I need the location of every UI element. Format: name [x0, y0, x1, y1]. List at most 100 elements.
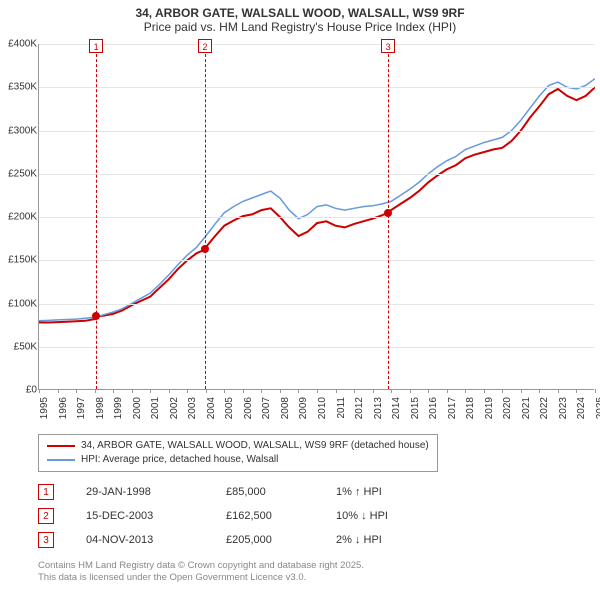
x-tick-label: 2007	[261, 397, 272, 427]
y-gridline	[39, 260, 594, 261]
x-tick-mark	[465, 389, 466, 393]
x-tick-mark	[391, 389, 392, 393]
plot-region: £0£50K£100K£150K£200K£250K£300K£350K£400…	[38, 44, 594, 390]
y-tick-label: £150K	[1, 255, 37, 266]
x-tick-mark	[76, 389, 77, 393]
marker-dot	[201, 245, 209, 253]
x-tick-label: 2011	[336, 397, 347, 427]
marker-dot	[384, 209, 392, 217]
x-tick-label: 2005	[224, 397, 235, 427]
x-tick-label: 2017	[447, 397, 458, 427]
marker-label: 3	[381, 39, 395, 53]
x-tick-mark	[224, 389, 225, 393]
x-tick-label: 2006	[243, 397, 254, 427]
y-tick-label: £400K	[1, 39, 37, 50]
y-gridline	[39, 44, 594, 45]
x-tick-label: 2004	[206, 397, 217, 427]
footer-line1: Contains HM Land Registry data © Crown c…	[38, 560, 364, 572]
x-tick-label: 2024	[576, 397, 587, 427]
x-tick-mark	[39, 389, 40, 393]
x-tick-label: 2003	[187, 397, 198, 427]
x-tick-label: 2012	[354, 397, 365, 427]
x-tick-mark	[317, 389, 318, 393]
x-tick-label: 2001	[150, 397, 161, 427]
x-tick-mark	[521, 389, 522, 393]
sales-marker: 1	[38, 484, 54, 500]
sales-hpi: 2% ↓ HPI	[336, 534, 446, 546]
sales-date: 15-DEC-2003	[86, 510, 226, 522]
x-tick-mark	[95, 389, 96, 393]
chart-container: 34, ARBOR GATE, WALSALL WOOD, WALSALL, W…	[0, 0, 600, 590]
x-tick-label: 2009	[298, 397, 309, 427]
x-tick-mark	[58, 389, 59, 393]
x-tick-label: 2020	[502, 397, 513, 427]
sales-date: 29-JAN-1998	[86, 486, 226, 498]
marker-dot	[92, 312, 100, 320]
x-tick-label: 2023	[558, 397, 569, 427]
title-block: 34, ARBOR GATE, WALSALL WOOD, WALSALL, W…	[0, 0, 600, 36]
series-line-property	[39, 87, 595, 322]
y-gridline	[39, 87, 594, 88]
x-tick-label: 1996	[58, 397, 69, 427]
x-tick-label: 1995	[39, 397, 50, 427]
y-tick-label: £350K	[1, 82, 37, 93]
marker-label: 1	[89, 39, 103, 53]
x-tick-mark	[354, 389, 355, 393]
y-gridline	[39, 131, 594, 132]
x-tick-label: 2016	[428, 397, 439, 427]
x-tick-label: 2002	[169, 397, 180, 427]
x-tick-label: 2014	[391, 397, 402, 427]
legend-swatch	[47, 459, 75, 461]
y-gridline	[39, 347, 594, 348]
x-tick-label: 2021	[521, 397, 532, 427]
x-tick-label: 2010	[317, 397, 328, 427]
sales-price: £85,000	[226, 486, 336, 498]
legend: 34, ARBOR GATE, WALSALL WOOD, WALSALL, W…	[38, 434, 438, 472]
x-tick-mark	[261, 389, 262, 393]
sales-price: £162,500	[226, 510, 336, 522]
legend-label: 34, ARBOR GATE, WALSALL WOOD, WALSALL, W…	[81, 439, 429, 453]
marker-label: 2	[198, 39, 212, 53]
legend-swatch	[47, 445, 75, 447]
y-tick-label: £250K	[1, 168, 37, 179]
chart-area: £0£50K£100K£150K£200K£250K£300K£350K£400…	[38, 44, 594, 390]
sales-marker: 3	[38, 532, 54, 548]
y-gridline	[39, 174, 594, 175]
x-tick-label: 1999	[113, 397, 124, 427]
y-tick-label: £100K	[1, 298, 37, 309]
sales-row: 304-NOV-2013£205,0002% ↓ HPI	[38, 528, 446, 552]
sales-hpi: 1% ↑ HPI	[336, 486, 446, 498]
footer-attribution: Contains HM Land Registry data © Crown c…	[38, 560, 364, 584]
x-tick-mark	[113, 389, 114, 393]
x-tick-mark	[169, 389, 170, 393]
x-tick-mark	[187, 389, 188, 393]
sales-table: 1 29-JAN-1998£85,0001% ↑ HPI 2 15-DEC-2003£…	[38, 480, 446, 552]
x-tick-mark	[243, 389, 244, 393]
x-tick-label: 2013	[373, 397, 384, 427]
x-tick-mark	[539, 389, 540, 393]
legend-label: HPI: Average price, detached house, Wals…	[81, 453, 278, 467]
x-tick-mark	[558, 389, 559, 393]
x-tick-label: 1997	[76, 397, 87, 427]
x-tick-mark	[298, 389, 299, 393]
x-tick-mark	[150, 389, 151, 393]
x-tick-mark	[428, 389, 429, 393]
sales-row: 1 29-JAN-1998£85,0001% ↑ HPI	[38, 480, 446, 504]
y-tick-label: £300K	[1, 125, 37, 136]
y-gridline	[39, 304, 594, 305]
sales-row: 215-DEC-2003£162,50010% ↓ HPI	[38, 504, 446, 528]
x-tick-mark	[280, 389, 281, 393]
legend-row: 34, ARBOR GATE, WALSALL WOOD, WALSALL, W…	[47, 439, 429, 453]
y-tick-label: £200K	[1, 212, 37, 223]
x-tick-label: 2022	[539, 397, 550, 427]
x-tick-mark	[447, 389, 448, 393]
x-tick-mark	[336, 389, 337, 393]
x-tick-label: 2019	[484, 397, 495, 427]
y-tick-label: £0	[1, 385, 37, 396]
x-tick-mark	[410, 389, 411, 393]
y-tick-label: £50K	[1, 341, 37, 352]
sales-marker: 2	[38, 508, 54, 524]
x-tick-label: 2025	[595, 397, 600, 427]
marker-vline	[96, 44, 97, 389]
x-tick-label: 2000	[132, 397, 143, 427]
